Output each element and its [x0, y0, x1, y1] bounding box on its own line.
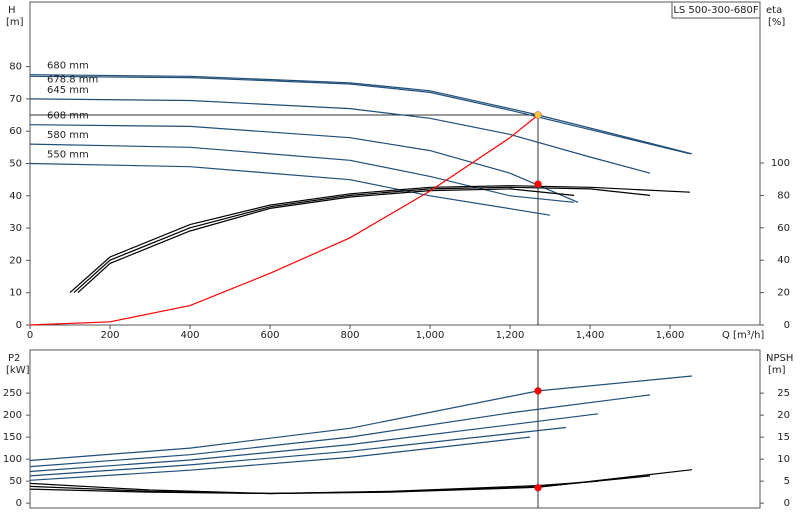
y-tick-label: 150	[3, 432, 22, 443]
curve-label: 580 mm	[47, 130, 89, 141]
curve	[29, 436, 531, 481]
curve	[73, 186, 651, 294]
curve-label: 550 mm	[47, 150, 89, 161]
chart-title: LS 500-300-680F	[673, 5, 759, 16]
curve	[29, 375, 693, 462]
y-tick-label: 50	[9, 476, 22, 487]
x-tick-label: 600	[260, 330, 279, 341]
x-tick-label: 200	[100, 330, 119, 341]
y2-axis-label: eta	[766, 5, 782, 16]
curve	[29, 74, 693, 155]
y-tick-label: 100	[3, 454, 22, 465]
y-tick-label: 200	[3, 410, 22, 421]
y-tick-label: 10	[9, 288, 22, 299]
curve-label: 680 mm	[47, 61, 89, 72]
duty-point	[534, 180, 542, 188]
y2-axis-unit: [m]	[768, 365, 786, 376]
curve	[29, 114, 539, 326]
x-tick-label: 800	[340, 330, 359, 341]
y2-tick-label: 5	[784, 476, 790, 487]
x-tick-label: 0	[27, 330, 33, 341]
y2-tick-label: 20	[777, 410, 790, 421]
title-box	[671, 1, 761, 19]
y2-tick-label: 40	[777, 255, 790, 266]
y2-tick-label: 80	[777, 190, 790, 201]
y-tick-label: 0	[16, 320, 22, 331]
y-axis-label: P2	[8, 353, 20, 364]
y-tick-label: 70	[9, 94, 22, 105]
y2-axis-label: NPSH	[766, 353, 793, 364]
x-tick-label: 1,000	[416, 330, 445, 341]
curve	[29, 75, 691, 155]
x-tick-label: 1,600	[656, 330, 685, 341]
y-tick-label: 0	[16, 498, 22, 509]
y-tick-label: 50	[9, 159, 22, 170]
x-tick-label: 400	[180, 330, 199, 341]
duty-point	[534, 387, 542, 395]
y2-axis-unit: [%]	[768, 17, 785, 28]
curve	[29, 413, 599, 473]
y2-tick-label: 15	[777, 432, 790, 443]
y2-tick-label: 0	[784, 498, 790, 509]
duty-point	[534, 111, 542, 119]
y-axis-unit: [m]	[6, 17, 24, 28]
curve	[29, 480, 599, 495]
y2-tick-label: 100	[771, 158, 790, 169]
y-axis-unit: [kW]	[6, 365, 30, 376]
y2-tick-label: 60	[777, 223, 790, 234]
curve	[29, 143, 575, 203]
y-tick-label: 250	[3, 388, 22, 399]
plot-frame	[29, 1, 761, 326]
y-tick-label: 20	[9, 255, 22, 266]
curve-label: 678.8 mm	[47, 74, 98, 85]
y-tick-label: 40	[9, 191, 22, 202]
x-tick-label: 1,400	[576, 330, 605, 341]
curve	[29, 162, 551, 216]
duty-point	[534, 484, 542, 492]
y2-tick-label: 20	[777, 288, 790, 299]
curve	[29, 124, 579, 203]
curve-label: 645 mm	[47, 85, 89, 96]
y2-tick-label: 10	[777, 454, 790, 465]
plot-frame	[29, 349, 761, 509]
x-axis-label: Q [m³/h]	[722, 330, 764, 341]
y-tick-label: 30	[9, 223, 22, 234]
y-axis-label: H	[8, 5, 16, 16]
y-tick-label: 80	[9, 62, 22, 73]
curve	[69, 185, 691, 294]
curve	[29, 394, 651, 468]
y2-tick-label: 0	[784, 320, 790, 331]
curve	[29, 98, 651, 174]
y2-tick-label: 25	[777, 388, 790, 399]
curve-label: 608 mm	[47, 111, 89, 122]
curve	[77, 188, 575, 294]
curve	[29, 426, 567, 477]
y-tick-label: 60	[9, 126, 22, 137]
x-tick-label: 1,200	[496, 330, 525, 341]
